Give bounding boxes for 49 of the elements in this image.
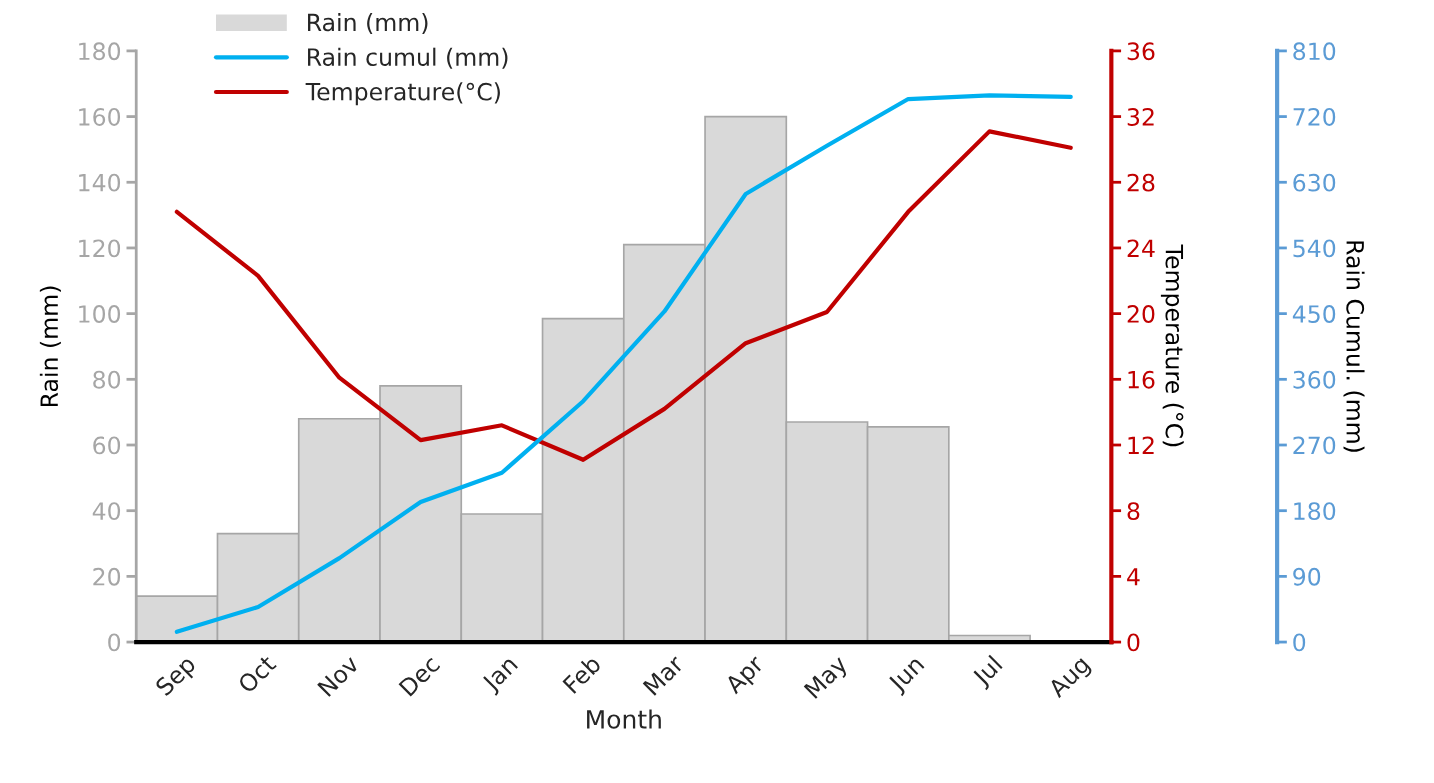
y-tick-label: 120 <box>79 239 121 258</box>
y2-tick-label: 4 <box>1127 568 1140 586</box>
y3-tick-label: 360 <box>1293 370 1336 389</box>
y-tick-label: 160 <box>79 108 121 126</box>
y2-tick-label: 20 <box>1127 305 1155 323</box>
x-tick-label: Sep <box>154 654 200 700</box>
x-tick-label: Dec <box>398 654 441 697</box>
y3-tick-label: 630 <box>1293 173 1336 192</box>
x-tick-label: Nov <box>317 654 361 698</box>
y-axis-title: Rain (mm) <box>39 286 61 407</box>
y-tick-label: 80 <box>93 370 121 389</box>
y2-tick-label: 36 <box>1127 42 1155 61</box>
y-tick-label: 40 <box>92 502 121 520</box>
y2-tick-label: 24 <box>1127 239 1155 257</box>
x-tick-label: Mar <box>642 653 686 696</box>
y2-tick-label: 8 <box>1127 502 1140 520</box>
y2-tick-label: 28 <box>1127 173 1155 192</box>
y2-tick-label: 12 <box>1128 436 1154 454</box>
legend-label: Rain (mm) <box>308 13 428 35</box>
x-tick-label: Aug <box>1046 655 1094 702</box>
x-tick-label: Jul <box>970 654 1006 691</box>
y-tick-label: 0 <box>108 633 121 652</box>
y3-tick-label: 720 <box>1293 108 1336 126</box>
legend-label: Rain cumul (mm) <box>308 47 508 69</box>
y2-tick-label: 16 <box>1128 370 1155 389</box>
y-tick-label: 140 <box>79 173 121 192</box>
y3-tick-label: 540 <box>1293 239 1336 258</box>
y-tick-label: 180 <box>79 42 121 61</box>
x-tick-label: Oct <box>236 653 277 695</box>
y-tick-label: 60 <box>93 436 121 455</box>
y3-tick-label: 90 <box>1293 567 1321 586</box>
x-tick-label: Jan <box>480 655 522 696</box>
x-axis-title: Month <box>587 709 661 729</box>
y-tick-label: 20 <box>93 567 121 586</box>
x-tick-label: Jun <box>886 655 928 697</box>
x-tick-label: Feb <box>561 654 602 695</box>
legend-label: Temperature(°C) <box>305 82 500 106</box>
y3-tick-label: 0 <box>1293 633 1306 652</box>
y3-tick-label: 270 <box>1293 436 1336 455</box>
y2-tick-label: 32 <box>1127 108 1154 126</box>
y3-tick-label: 810 <box>1293 42 1336 61</box>
line-series <box>174 129 1073 462</box>
y3-tick-label: 180 <box>1294 502 1336 520</box>
y2-axis-title: Temperature (°C) <box>1160 244 1184 447</box>
y3-tick-label: 450 <box>1292 305 1336 323</box>
y3-axis-title: Rain Cumul. (mm) <box>1343 241 1365 452</box>
y2-tick-label: 0 <box>1127 633 1140 652</box>
x-tick-label: Apr <box>723 653 769 699</box>
y-tick-label: 100 <box>79 305 121 323</box>
